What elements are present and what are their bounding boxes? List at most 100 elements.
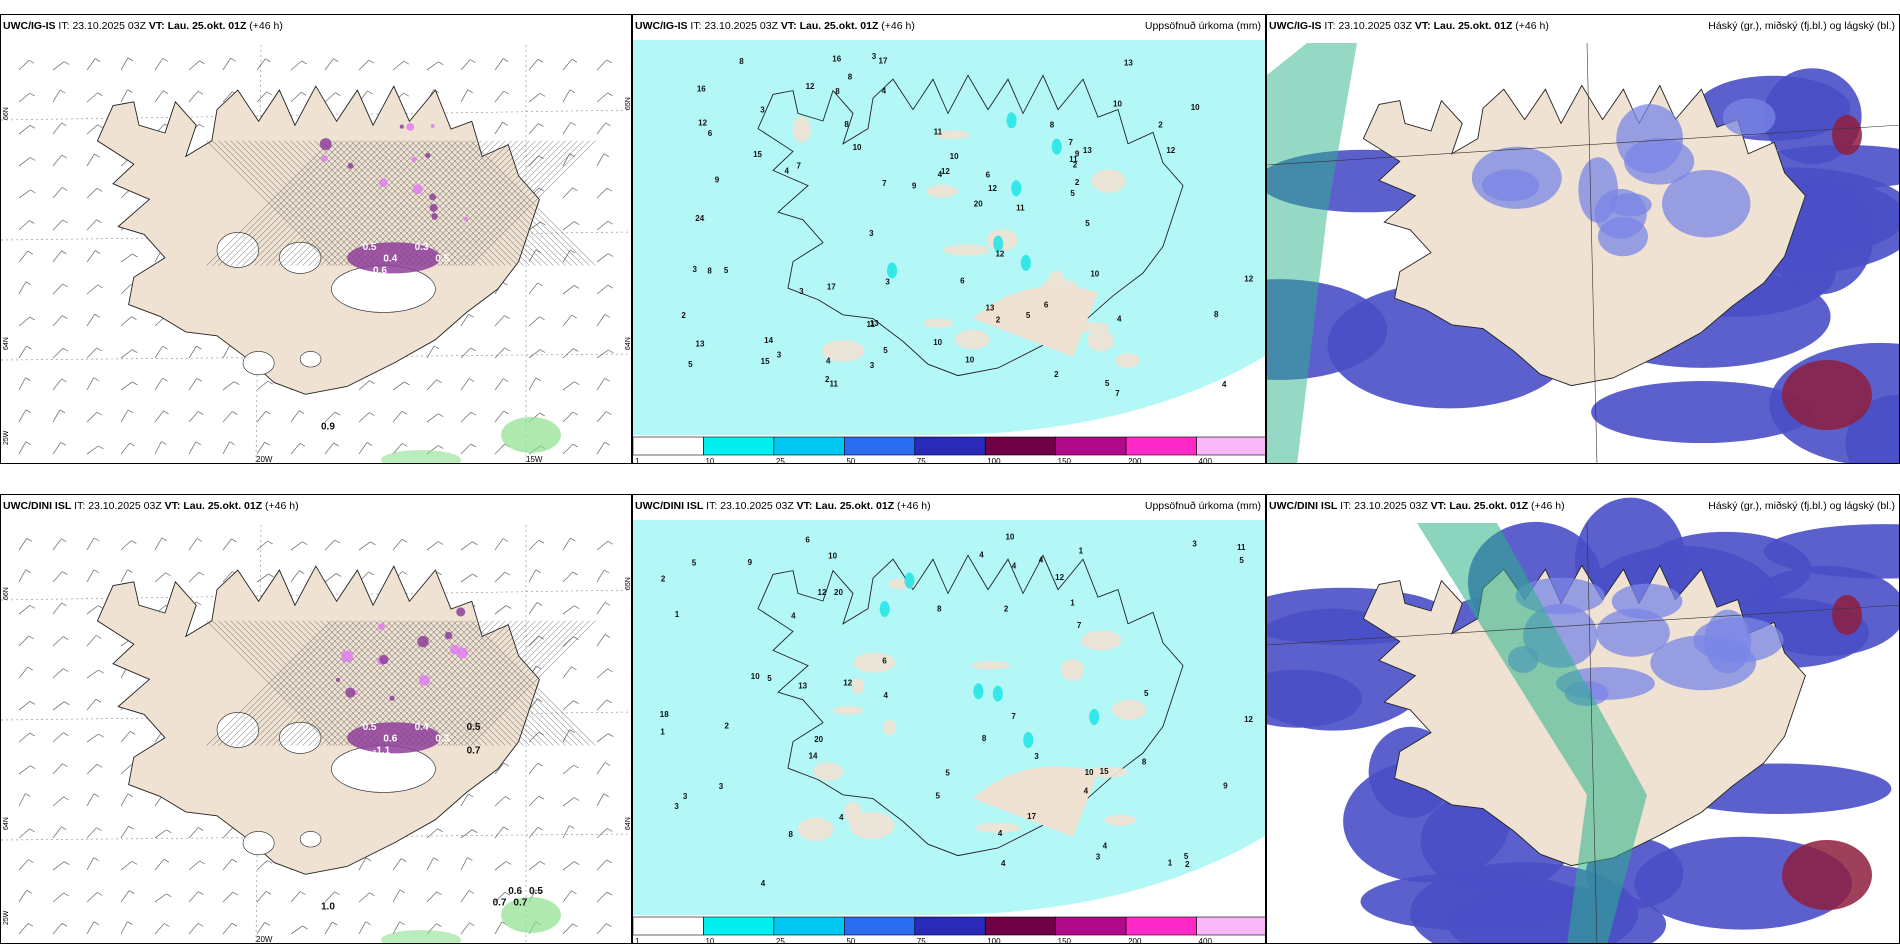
colorbar-tick-label: 25 bbox=[776, 457, 785, 464]
dry-patch bbox=[1091, 169, 1126, 193]
wind-barb-feather bbox=[162, 377, 168, 382]
wind-barb bbox=[120, 764, 132, 775]
colorbar-segment bbox=[984, 436, 1056, 456]
dry-patch bbox=[1115, 353, 1140, 369]
glacier bbox=[299, 831, 322, 848]
precip-amount-label: 5 bbox=[692, 558, 697, 567]
wind-barb-feather bbox=[25, 377, 31, 381]
wind-barb bbox=[222, 441, 230, 455]
precip-amount-label: 3 bbox=[683, 792, 688, 801]
wind-barb bbox=[52, 122, 62, 135]
panel-3-clouds: UWC/IG-IS IT: 23.10.2025 03Z VT: Lau. 25… bbox=[1266, 14, 1900, 464]
heavier-precip bbox=[1089, 708, 1100, 725]
wind-barb bbox=[18, 220, 30, 231]
wind-barb bbox=[596, 859, 607, 871]
wind-barb bbox=[562, 700, 574, 711]
hatch-line bbox=[344, 140, 470, 266]
wind-barb-feather bbox=[25, 569, 31, 574]
hatch-line bbox=[242, 620, 368, 746]
vt-label: VT: bbox=[796, 500, 813, 512]
wind-barb-feather bbox=[605, 122, 611, 127]
wind-barb bbox=[154, 90, 164, 103]
precip-value: 0.5 bbox=[467, 722, 481, 733]
precip-amount-label: 7 bbox=[797, 161, 802, 170]
wind-barb bbox=[562, 58, 573, 71]
precip-amount-label: 2 bbox=[724, 721, 729, 730]
wind-barb-feather bbox=[574, 381, 580, 386]
low-cloud bbox=[1591, 381, 1814, 444]
wind-barb-feather bbox=[570, 121, 576, 126]
precip-amount-label: 7 bbox=[1068, 138, 1073, 147]
wind-barb bbox=[86, 58, 96, 71]
wind-barb bbox=[562, 764, 575, 775]
colorbar-segment bbox=[844, 436, 916, 456]
wind-barb bbox=[120, 793, 129, 807]
wind-barb bbox=[562, 187, 573, 199]
wind-barb-feather bbox=[335, 92, 341, 96]
precip-amount-label: 8 bbox=[982, 734, 987, 743]
wind-barb-feather bbox=[93, 921, 100, 926]
wind-barb-feather bbox=[165, 572, 171, 577]
wind-barb-feather bbox=[195, 601, 202, 606]
wind-barb bbox=[18, 828, 30, 839]
panel-6-clouds: UWC/DINI ISL IT: 23.10.2025 03Z VT: Lau.… bbox=[1266, 494, 1900, 944]
wind-barb bbox=[426, 61, 439, 71]
wind-barb-feather bbox=[62, 315, 68, 319]
wind-barb-feather bbox=[132, 381, 138, 386]
wind-barb-feather bbox=[127, 89, 133, 93]
wind-barb bbox=[562, 861, 575, 871]
wind-barb bbox=[528, 249, 537, 263]
wind-barb bbox=[460, 89, 469, 103]
wind-barb bbox=[154, 893, 167, 903]
wind-barb-feather bbox=[162, 345, 168, 350]
wind-barb-feather bbox=[569, 89, 576, 94]
wind-barb-feather bbox=[97, 124, 103, 129]
wind-barb bbox=[154, 345, 163, 359]
wind-barb-feather bbox=[96, 763, 103, 768]
grid-line bbox=[1586, 522, 1598, 943]
wind-barb-feather bbox=[128, 825, 134, 830]
wind-barb-feather bbox=[539, 412, 545, 417]
precip-amount-label: 20 bbox=[834, 588, 843, 597]
wind-barb bbox=[358, 442, 368, 455]
wind-barb-feather bbox=[93, 377, 99, 382]
snow-precip-cell bbox=[417, 635, 429, 648]
heavier-precip bbox=[879, 600, 890, 617]
wind-barb-feather bbox=[537, 826, 544, 831]
wind-barb bbox=[256, 540, 269, 551]
precip-amount-label: 13 bbox=[1083, 146, 1092, 155]
it-label: IT: bbox=[1324, 20, 1336, 32]
hatch-line bbox=[410, 140, 536, 266]
precip-amount-label: 5 bbox=[1085, 219, 1090, 228]
wind-barb bbox=[222, 411, 233, 423]
wind-barb-feather bbox=[230, 57, 236, 62]
wind-barb-feather bbox=[571, 666, 577, 671]
precip-amount-label: 4 bbox=[882, 87, 887, 96]
wind-barb-feather bbox=[266, 860, 273, 864]
it-label: IT: bbox=[1340, 500, 1352, 512]
precip-value: 0.6 bbox=[373, 265, 387, 276]
longitude-label: 20W bbox=[256, 935, 273, 944]
wind-barb bbox=[494, 571, 506, 583]
wind-barb-feather bbox=[61, 187, 68, 191]
wind-barb-feather bbox=[572, 411, 579, 416]
precip-amount-label: 1 bbox=[675, 610, 680, 619]
precip-amount-label: 4 bbox=[884, 691, 889, 700]
precip-amount-label: 16 bbox=[832, 54, 841, 63]
wind-barb-feather bbox=[604, 441, 610, 446]
snow-precip-cell bbox=[463, 216, 469, 222]
hatch-line bbox=[368, 140, 494, 266]
heavier-precip bbox=[1011, 180, 1022, 197]
precip-amount-label: 3 bbox=[799, 287, 804, 296]
colorbar-tick-label: 200 bbox=[1128, 457, 1142, 464]
wind-barb-feather bbox=[197, 922, 204, 927]
hatch-line bbox=[404, 140, 530, 266]
wind-barb bbox=[256, 891, 267, 903]
panel-4-precip-type: 0.5 0.6 -1.1 0.4 0.3 1.0 0.5 0.7 0.6 0.5 0.7 0.7 20W… bbox=[0, 494, 632, 944]
precip-amount-label: 11 bbox=[867, 320, 876, 329]
colorbar-tick-label: 150 bbox=[1058, 457, 1072, 464]
colorbar-segment bbox=[914, 916, 986, 936]
vt-value: Lau. 25.okt. 01Z bbox=[183, 500, 263, 512]
hatch-line bbox=[386, 620, 512, 746]
